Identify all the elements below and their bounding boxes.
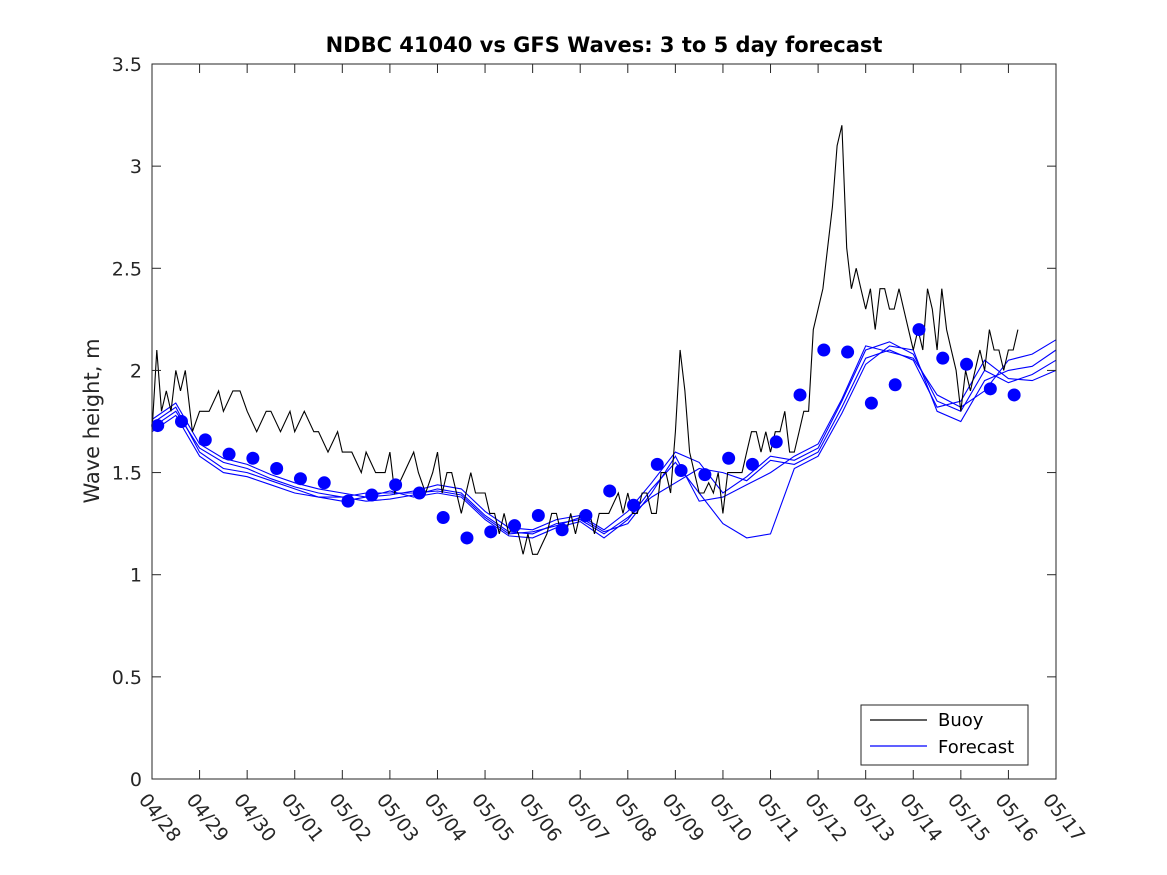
forecast-marker <box>365 488 379 502</box>
forecast-marker <box>1007 388 1021 402</box>
forecast-marker <box>722 451 736 465</box>
legend: Buoy Forecast <box>860 704 1029 766</box>
forecast-marker <box>841 345 855 359</box>
forecast-marker <box>960 357 974 371</box>
y-tick-label: 1.5 <box>112 463 142 485</box>
forecast-line-2 <box>151 341 1057 531</box>
y-tick-label: 2.5 <box>112 258 142 280</box>
axes-box <box>151 63 1057 780</box>
y-tick-label: 0 <box>130 769 142 791</box>
y-tick-label: 3.5 <box>112 54 142 76</box>
forecast-marker <box>936 351 950 365</box>
forecast-marker <box>460 531 474 545</box>
plot-area <box>152 64 1056 779</box>
y-tick-label: 1 <box>130 565 142 587</box>
forecast-marker <box>508 519 522 533</box>
forecast-marker <box>198 433 212 447</box>
forecast-marker <box>341 494 355 508</box>
forecast-marker <box>864 396 878 410</box>
forecast-marker <box>151 419 165 433</box>
y-axis-label: Wave height, m <box>80 338 104 503</box>
forecast-marker <box>412 486 426 500</box>
forecast-marker <box>817 343 831 357</box>
chart-title: NDBC 41040 vs GFS Waves: 3 to 5 day fore… <box>326 33 883 57</box>
forecast-line-4 <box>151 339 1057 535</box>
forecast-line-3 <box>151 345 1057 539</box>
legend-label-buoy: Buoy <box>938 710 984 731</box>
forecast-marker <box>222 447 236 461</box>
forecast-marker <box>793 388 807 402</box>
forecast-marker <box>317 476 331 490</box>
forecast-marker <box>389 478 403 492</box>
forecast-marker <box>745 457 759 471</box>
forecast-marker <box>769 435 783 449</box>
forecast-marker <box>650 457 664 471</box>
y-tick-label: 2 <box>130 360 142 382</box>
marker-layer <box>151 323 1021 545</box>
forecast-marker <box>484 525 498 539</box>
data-layer <box>151 125 1057 555</box>
forecast-marker <box>626 498 640 512</box>
forecast-marker <box>531 508 545 522</box>
forecast-marker <box>436 511 450 525</box>
forecast-marker <box>293 472 307 486</box>
forecast-line-1 <box>151 349 1057 535</box>
buoy-line <box>151 125 1019 555</box>
forecast-marker <box>579 508 593 522</box>
forecast-marker <box>246 451 260 465</box>
forecast-marker <box>698 468 712 482</box>
forecast-marker <box>603 484 617 498</box>
y-tick-label: 0.5 <box>112 667 142 689</box>
forecast-marker <box>555 523 569 537</box>
forecast-marker <box>174 415 188 428</box>
legend-box <box>860 704 1029 766</box>
forecast-marker <box>983 382 997 396</box>
forecast-marker <box>270 461 284 475</box>
legend-label-forecast: Forecast <box>938 737 1014 758</box>
forecast-marker <box>888 378 902 392</box>
forecast-marker <box>674 464 688 478</box>
y-tick-label: 3 <box>130 156 142 178</box>
forecast-marker <box>912 323 926 337</box>
